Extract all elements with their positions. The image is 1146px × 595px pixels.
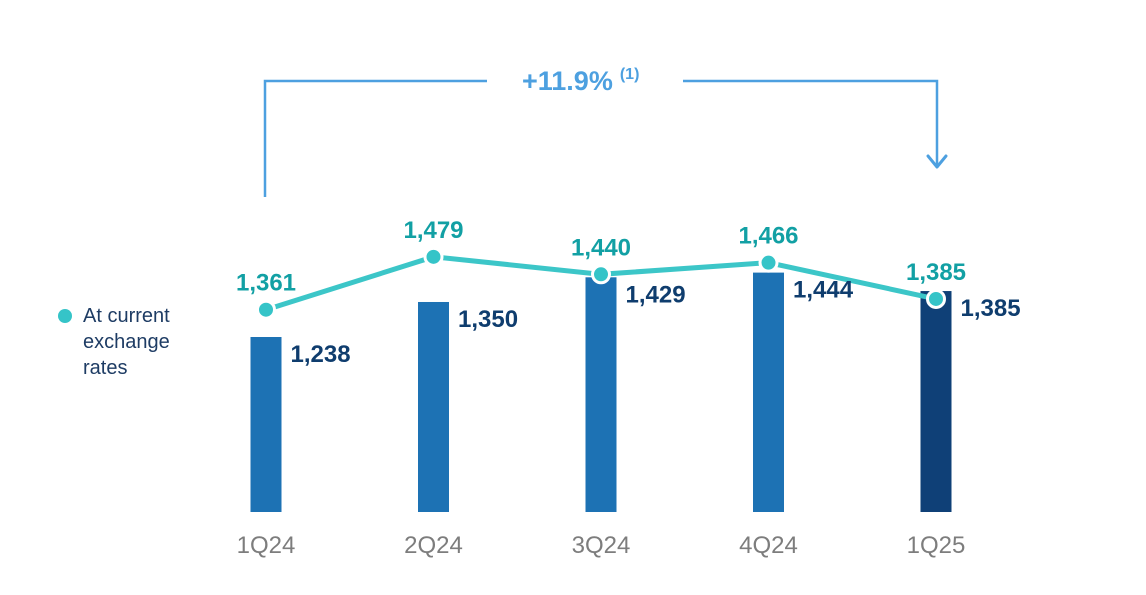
line-value-label: 1,440	[571, 234, 631, 261]
bar-4q24	[753, 272, 784, 512]
x-axis-label-1q24: 1Q24	[237, 532, 296, 559]
bar-value-label: 1,350	[458, 306, 518, 333]
x-axis-label-3q24: 3Q24	[572, 532, 631, 559]
line-value-label: 1,466	[738, 223, 798, 250]
bar-1q24	[250, 337, 282, 512]
line-point-2q24	[423, 246, 444, 267]
growth-annotation: +11.9% (1)	[522, 66, 639, 96]
line-point-4q24	[758, 252, 779, 273]
bar-value-label: 1,444	[793, 277, 854, 304]
line-point-1q24	[256, 299, 276, 320]
bar-1q25	[920, 291, 952, 512]
line-point-1q25	[926, 288, 946, 309]
bar-3q24	[585, 277, 617, 512]
bar-2q24	[418, 301, 449, 512]
line-value-label: 1,361	[236, 270, 296, 297]
line-point-3q24	[591, 264, 611, 285]
x-axis-label-4q24: 4Q24	[739, 532, 798, 559]
line-value-label: 1,479	[403, 217, 463, 244]
legend: At current exchange rates	[58, 303, 185, 381]
bar-value-label: 1,429	[626, 281, 686, 308]
arrow-head-icon	[926, 154, 948, 169]
line-value-label: 1,385	[906, 259, 966, 286]
growth-bracket-right	[683, 79, 939, 165]
bar-value-label: 1,385	[961, 295, 1021, 322]
x-axis-label-2q24: 2Q24	[404, 532, 463, 559]
growth-bracket-left	[263, 79, 487, 197]
legend-label: At current exchange rates	[83, 305, 170, 379]
bar-value-label: 1,238	[291, 341, 351, 368]
legend-dot-icon	[58, 309, 72, 323]
x-axis-label-1q25: 1Q25	[907, 532, 966, 559]
